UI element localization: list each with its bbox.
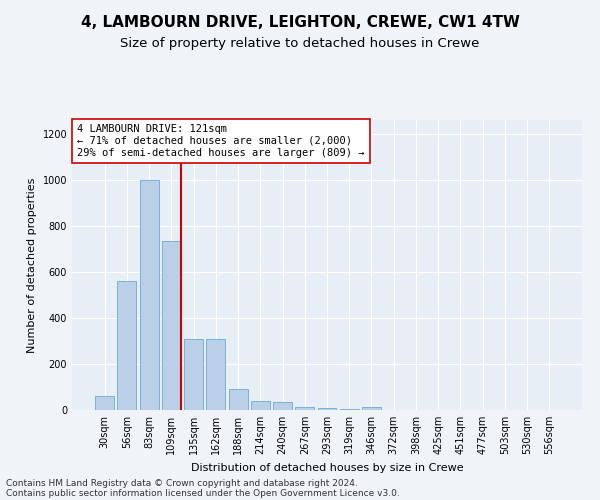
Bar xyxy=(317,408,337,410)
Bar xyxy=(184,338,203,410)
Bar xyxy=(162,241,181,410)
Bar xyxy=(95,396,114,410)
X-axis label: Distribution of detached houses by size in Crewe: Distribution of detached houses by size … xyxy=(191,462,463,472)
Bar xyxy=(295,406,314,410)
Text: Contains HM Land Registry data © Crown copyright and database right 2024.: Contains HM Land Registry data © Crown c… xyxy=(6,478,358,488)
Text: 4, LAMBOURN DRIVE, LEIGHTON, CREWE, CW1 4TW: 4, LAMBOURN DRIVE, LEIGHTON, CREWE, CW1 … xyxy=(80,15,520,30)
Bar xyxy=(340,409,359,410)
Text: Size of property relative to detached houses in Crewe: Size of property relative to detached ho… xyxy=(121,38,479,51)
Bar xyxy=(251,401,270,410)
Bar xyxy=(206,338,225,410)
Y-axis label: Number of detached properties: Number of detached properties xyxy=(27,178,37,352)
Bar xyxy=(273,402,292,410)
Bar xyxy=(118,281,136,410)
Text: 4 LAMBOURN DRIVE: 121sqm
← 71% of detached houses are smaller (2,000)
29% of sem: 4 LAMBOURN DRIVE: 121sqm ← 71% of detach… xyxy=(77,124,365,158)
Text: Contains public sector information licensed under the Open Government Licence v3: Contains public sector information licen… xyxy=(6,488,400,498)
Bar xyxy=(229,390,248,410)
Bar xyxy=(362,407,381,410)
Bar xyxy=(140,180,158,410)
